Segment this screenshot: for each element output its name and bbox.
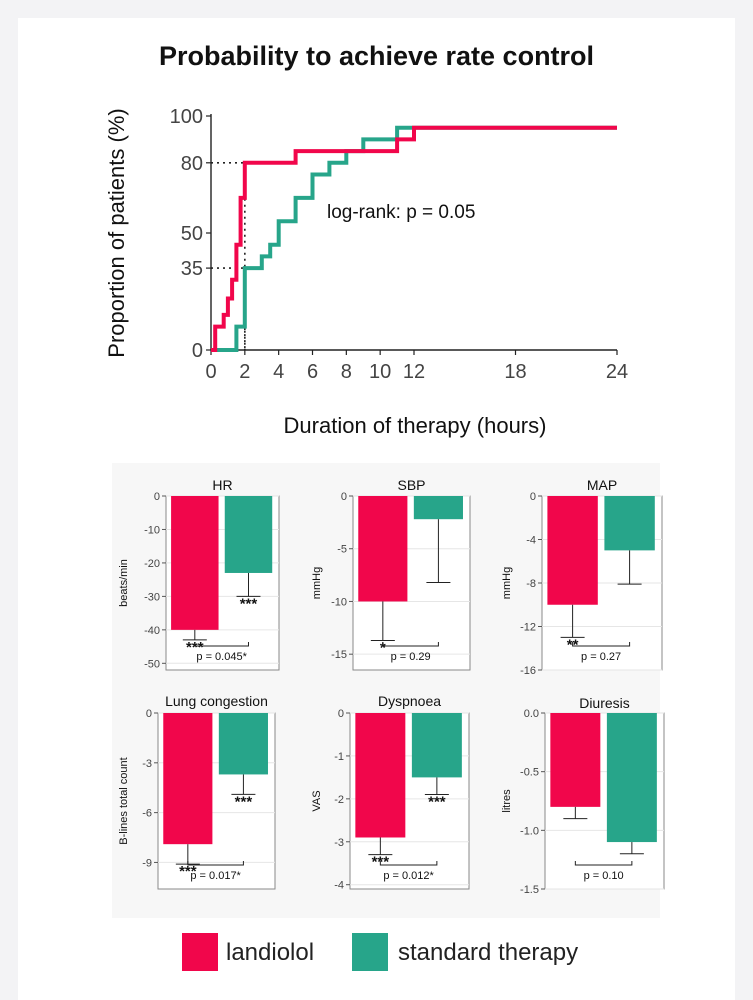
km-y-tick-label: 80	[181, 153, 203, 175]
lung-congestion-significance-landiolol: ***	[179, 863, 197, 880]
map-y-tick-label: -8	[526, 578, 536, 590]
sbp-y-tick-label: -15	[331, 649, 347, 661]
lung-congestion-y-tick-label: -6	[142, 808, 152, 820]
diuresis-bar-landiolol	[550, 713, 601, 807]
hr-bar-standard-therapy	[224, 496, 273, 573]
legend-swatch-standard-therapy	[352, 933, 388, 971]
lung-congestion-bar-landiolol	[163, 713, 213, 845]
hr-p-value: p = 0.045*	[196, 651, 247, 663]
km-x-tick-label: 24	[606, 361, 628, 383]
km-y-tick-label: 35	[181, 258, 203, 280]
sbp-p-value-bracket	[382, 642, 439, 647]
km-x-tick-label: 6	[307, 361, 318, 383]
map-p-value: p = 0.27	[581, 651, 621, 663]
dyspnoea-bar-landiolol	[355, 713, 406, 838]
diuresis-y-tick-label: -1.5	[520, 884, 539, 896]
map-y-axis-label: mmHg	[501, 567, 513, 599]
map-y-tick-label: -12	[520, 622, 536, 634]
hr-p-value-bracket	[194, 642, 249, 647]
legend-swatch-landiolol	[182, 933, 218, 971]
lung-congestion-bar-standard-therapy	[218, 713, 268, 775]
sbp-y-tick-label: -5	[337, 544, 347, 556]
lung-congestion-title: Lung congestion	[165, 693, 268, 709]
km-x-tick-label: 2	[239, 361, 250, 383]
diuresis-bar-standard-therapy	[606, 713, 657, 843]
map-bar-landiolol	[547, 496, 598, 605]
map-y-tick-label: -4	[526, 535, 536, 547]
sbp-bar-standard-therapy	[413, 496, 463, 520]
km-annotation: log-rank: p = 0.05	[327, 202, 475, 223]
hr-bar-landiolol	[171, 496, 219, 630]
km-x-axis-label: Duration of therapy (hours)	[284, 413, 547, 438]
hr-y-tick-label: -50	[144, 658, 160, 670]
km-y-tick-label: 50	[181, 223, 203, 245]
km-y-tick-label: 100	[170, 106, 203, 128]
map-p-value-bracket	[572, 642, 631, 647]
km-x-tick-label: 0	[205, 361, 216, 383]
lung-congestion-y-tick-label: 0	[146, 708, 152, 720]
diuresis-y-tick-label: -0.5	[520, 767, 539, 779]
map-y-tick-label: 0	[530, 491, 536, 503]
diuresis-p-value-bracket	[574, 861, 633, 866]
sbp-bar-landiolol	[358, 496, 408, 602]
km-y-axis-label: Proportion of patients (%)	[104, 108, 129, 357]
km-y-tick-label: 0	[192, 340, 203, 362]
hr-significance-landiolol: ***	[186, 639, 204, 656]
km-x-tick-label: 4	[273, 361, 284, 383]
dyspnoea-y-tick-label: 0	[338, 708, 344, 720]
lung-congestion-p-value-bracket	[187, 861, 244, 866]
dyspnoea-p-value-bracket	[379, 861, 438, 866]
dyspnoea-y-tick-label: -4	[334, 880, 344, 892]
hr-y-tick-label: 0	[154, 491, 160, 503]
dyspnoea-title: Dyspnoea	[378, 693, 441, 709]
dyspnoea-y-tick-label: -2	[334, 794, 344, 806]
dyspnoea-bar-standard-therapy	[411, 713, 462, 778]
hr-y-tick-label: -30	[144, 591, 160, 603]
dyspnoea-y-tick-label: -3	[334, 837, 344, 849]
dyspnoea-y-tick-label: -1	[334, 751, 344, 763]
hr-y-axis-label: beats/min	[118, 559, 130, 607]
km-x-tick-label: 10	[369, 361, 391, 383]
figure-title: Probability to achieve rate control	[158, 41, 595, 71]
hr-significance-standard-therapy: ***	[240, 595, 258, 612]
diuresis-y-axis-label: litres	[501, 789, 513, 813]
hr-y-tick-label: -20	[144, 558, 160, 570]
diuresis-p-value: p = 0.10	[584, 870, 624, 882]
lung-congestion-p-value: p = 0.017*	[190, 870, 241, 882]
km-x-tick-label: 8	[341, 361, 352, 383]
diuresis-y-tick-label: -1.0	[520, 825, 539, 837]
dyspnoea-y-axis-label: VAS	[311, 790, 323, 811]
lung-congestion-y-axis-label: B-lines total count	[118, 757, 130, 844]
lung-congestion-significance-standard-therapy: ***	[235, 793, 253, 810]
sbp-y-tick-label: 0	[341, 491, 347, 503]
lung-congestion-y-tick-label: -3	[142, 758, 152, 770]
lung-congestion-y-tick-label: -9	[142, 857, 152, 869]
map-bar-standard-therapy	[604, 496, 655, 551]
diuresis-y-tick-label: 0.0	[524, 708, 539, 720]
sbp-significance-landiolol: *	[380, 639, 386, 656]
diuresis-title: Diuresis	[579, 695, 630, 711]
hr-y-tick-label: -10	[144, 524, 160, 536]
km-series-line-landiolol	[211, 125, 617, 352]
sbp-y-tick-label: -10	[331, 596, 347, 608]
sbp-y-axis-label: mmHg	[311, 567, 323, 599]
hr-y-tick-label: -40	[144, 625, 160, 637]
map-title: MAP	[587, 477, 617, 493]
hr-title: HR	[212, 477, 232, 493]
sbp-title: SBP	[397, 477, 425, 493]
dyspnoea-significance-standard-therapy: ***	[428, 794, 446, 811]
map-y-tick-label: -16	[520, 665, 536, 677]
dyspnoea-p-value: p = 0.012*	[383, 870, 434, 882]
km-x-tick-label: 18	[504, 361, 526, 383]
sbp-p-value: p = 0.29	[391, 651, 431, 663]
km-x-tick-label: 12	[403, 361, 425, 383]
legend-label-landiolol: landiolol	[226, 939, 315, 966]
legend-label-standard-therapy: standard therapy	[398, 939, 579, 966]
